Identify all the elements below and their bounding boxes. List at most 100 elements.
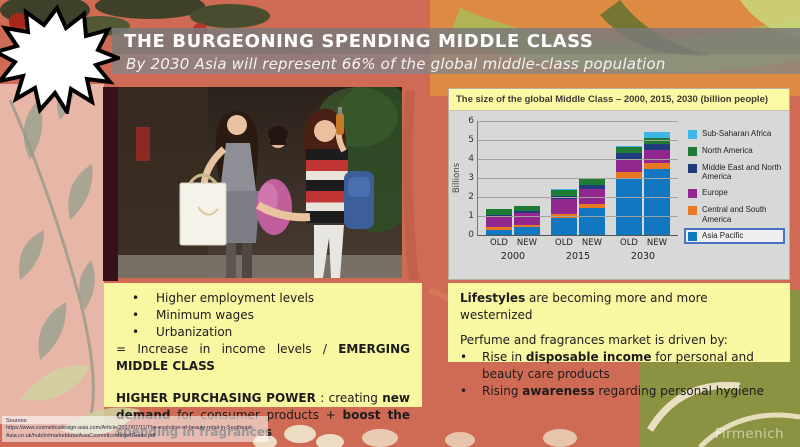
firmenich-watermark: Firmenich <box>714 426 784 442</box>
year-label: 2000 <box>500 251 526 262</box>
segment-sub-saharan-africa <box>644 132 670 139</box>
segment-central-and-south-america <box>644 162 670 169</box>
legend-north-america: North America <box>688 146 785 156</box>
segment-north-america <box>514 205 540 212</box>
segment-asia-pacific <box>616 178 642 235</box>
bar-2030-old <box>616 121 642 235</box>
segment-asia-pacific <box>514 227 540 235</box>
segment-europe <box>551 198 577 215</box>
segment-middle-east-and-north-america <box>644 143 670 151</box>
y-tick-label: 0 <box>468 230 474 240</box>
bullet-icon: • <box>132 308 140 323</box>
segment-asia-pacific <box>579 208 605 235</box>
chart-y-axis-label: Billions <box>452 162 463 194</box>
segment-middle-east-and-north-america <box>579 184 605 190</box>
market-driven-line: Perfume and fragrances market is driven … <box>460 333 728 348</box>
list-item: • Minimum wages <box>116 307 410 324</box>
x-tick-labels: OLD NEW <box>490 238 538 248</box>
bullet-icon: • <box>132 325 140 340</box>
segment-middle-east-and-north-america <box>514 211 540 214</box>
x-tick-labels: OLD NEW <box>555 238 603 248</box>
legend-asia-pacific: Asia Pacific <box>684 227 785 244</box>
bar-2015-new <box>579 121 605 235</box>
legend-middle-east-and-north-america: Middle East and North America <box>688 163 785 181</box>
segment-north-america <box>486 209 512 216</box>
y-tick-label: 5 <box>468 135 474 145</box>
legend-swatch-icon <box>688 147 697 156</box>
bar-group-2000: OLD NEW 2000 <box>486 121 540 262</box>
page-subtitle: By 2030 Asia will represent 66% of the g… <box>126 55 666 73</box>
bar-group-2030: OLD NEW 2030 <box>616 121 670 262</box>
list-item: • Rising awareness regarding personal hy… <box>460 383 778 400</box>
shopping-women-illustration <box>118 87 402 278</box>
bullet-icon: • <box>460 384 468 399</box>
y-tick-label: 4 <box>468 154 474 165</box>
x-tick-labels: OLD NEW <box>620 238 668 248</box>
segment-north-america <box>551 190 577 197</box>
y-tick-label: 3 <box>468 173 474 183</box>
chart-y-axis: 0 1 2 3 4 5 6 <box>463 116 477 240</box>
chart-title: The size of the global Middle Class – 20… <box>449 89 789 111</box>
legend-swatch-icon <box>688 231 697 241</box>
bar-2000-new <box>514 121 540 235</box>
bar-group-2015: OLD NEW 2015 <box>551 121 605 262</box>
y-tick-label: 6 <box>468 116 474 126</box>
bullet-text: Rise in disposable income for personal a… <box>482 350 754 382</box>
chart-legend: Sub-Saharan Africa North America Middle Ea… <box>684 129 785 244</box>
bullet-icon: • <box>460 350 468 365</box>
sources-label: Sources: <box>6 418 28 424</box>
bullet-text: Rising awareness regarding personal hygi… <box>482 384 764 399</box>
segment-asia-pacific <box>486 230 512 235</box>
chart-groups: OLD NEW 2000 OLD NEW 2015 OLD NEW 2030 <box>478 121 678 262</box>
page-title: THE BURGEONING SPENDING MIDDLE CLASS <box>124 30 594 52</box>
photo-left-edge <box>103 87 118 281</box>
title-band: THE BURGEONING SPENDING MIDDLE CLASS <box>112 28 800 54</box>
year-label: 2030 <box>630 251 656 262</box>
legend-central-and-south-america: Central and South America <box>688 205 785 224</box>
segment-north-america <box>616 146 642 154</box>
segment-europe <box>616 159 642 173</box>
y-tick-label: 1 <box>468 211 474 222</box>
segment-sub-saharan-africa <box>551 189 577 191</box>
legend-swatch-icon <box>688 164 697 173</box>
legend-swatch-icon <box>688 189 697 199</box>
lifestyles-line: Lifestyles are becoming more and more we… <box>460 291 708 323</box>
legend-europe: Europe <box>688 188 785 199</box>
source-url: Asia.co.uk/hub/in/marketdata/AsiaCosmeti… <box>6 432 156 439</box>
sources-note: Sources: https://www.cosmeticsdesign-asi… <box>2 416 268 443</box>
segment-europe <box>486 216 512 228</box>
list-item: • Rise in disposable income for personal… <box>460 349 778 383</box>
lifestyles-text-box: Lifestyles are becoming more and more we… <box>448 283 790 398</box>
legend-swatch-icon <box>688 206 697 216</box>
segment-europe <box>514 213 540 225</box>
chart-plot: OLD NEW 2000 OLD NEW 2015 OLD NEW 2030 <box>477 121 678 262</box>
segment-europe <box>579 189 605 204</box>
segment-middle-east-and-north-america <box>616 153 642 160</box>
bullet-icon: • <box>132 291 140 305</box>
bullet-text: Minimum wages <box>156 308 254 323</box>
segment-asia-pacific <box>551 217 577 235</box>
bullet-text: Higher employment levels <box>156 291 315 305</box>
segment-central-and-south-america <box>616 172 642 178</box>
segment-north-america <box>579 179 605 185</box>
legend-sub-saharan-africa: Sub-Saharan Africa <box>688 129 785 139</box>
starburst-shape <box>0 4 120 114</box>
segment-central-and-south-america <box>579 203 605 209</box>
y-tick-label: 2 <box>468 192 474 203</box>
year-label: 2015 <box>565 251 591 262</box>
bullet-text: Urbanization <box>156 325 233 340</box>
source-url: https://www.cosmeticsdesign-asia.com/Art… <box>6 425 254 432</box>
segment-central-and-south-america <box>514 224 540 228</box>
legend-swatch-icon <box>688 130 697 139</box>
segment-sub-saharan-africa <box>616 145 642 147</box>
street-photo <box>118 87 402 278</box>
emerging-middle-class-line: = Increase in income levels / EMERGING M… <box>116 342 410 374</box>
list-item: • Higher employment levels <box>116 290 410 307</box>
segment-central-and-south-america <box>551 214 577 218</box>
segment-central-and-south-america <box>486 227 512 231</box>
subtitle-band: By 2030 Asia will represent 66% of the g… <box>112 54 800 74</box>
drivers-text-box: • Higher employment levels • Minimum wag… <box>104 283 422 439</box>
segment-asia-pacific <box>644 168 670 235</box>
